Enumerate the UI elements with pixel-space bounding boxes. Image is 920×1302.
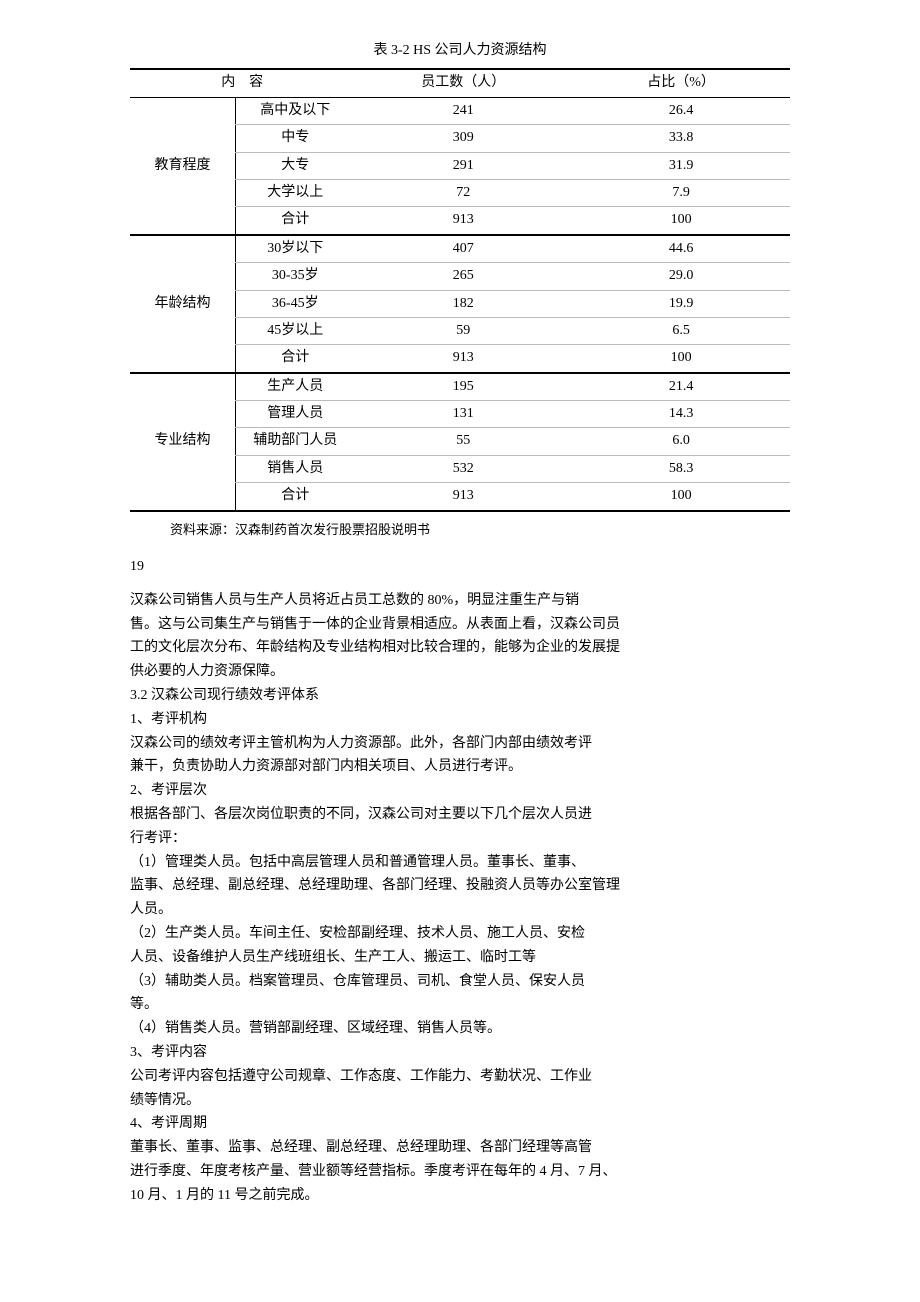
body-line: 根据各部门、各层次岗位职责的不同，汉森公司对主要以下几个层次人员进 xyxy=(130,803,790,827)
body-line: 10 月、1 月的 11 号之前完成。 xyxy=(130,1184,790,1208)
pct-cell: 44.6 xyxy=(572,235,790,263)
count-cell: 265 xyxy=(354,263,572,290)
pct-cell: 58.3 xyxy=(572,455,790,482)
body-line: （3）辅助类人员。档案管理员、仓库管理员、司机、食堂人员、保安人员 xyxy=(130,970,790,994)
header-count: 员工数（人） xyxy=(354,69,572,97)
body-line: 汉森公司销售人员与生产人员将近占员工总数的 80%，明显注重生产与销 xyxy=(130,589,790,613)
body-line: 2、考评层次 xyxy=(130,779,790,803)
pct-cell: 29.0 xyxy=(572,263,790,290)
subcategory: 大专 xyxy=(236,152,355,179)
subcategory: 30岁以下 xyxy=(236,235,355,263)
body-text-block: 汉森公司销售人员与生产人员将近占员工总数的 80%，明显注重生产与销售。这与公司… xyxy=(130,589,790,1208)
subcategory: 30-35岁 xyxy=(236,263,355,290)
header-pct: 占比（%） xyxy=(572,69,790,97)
subcategory: 合计 xyxy=(236,345,355,373)
group-label: 专业结构 xyxy=(130,373,236,511)
table-source: 资料来源：汉森制药首次发行股票招股说明书 xyxy=(170,520,790,541)
body-line: 售。这与公司集生产与销售于一体的企业背景相适应。从表面上看，汉森公司员 xyxy=(130,613,790,637)
body-line: 供必要的人力资源保障。 xyxy=(130,660,790,684)
body-line: 4、考评周期 xyxy=(130,1112,790,1136)
count-cell: 182 xyxy=(354,290,572,317)
count-cell: 131 xyxy=(354,401,572,428)
count-cell: 55 xyxy=(354,428,572,455)
table-row: 教育程度高中及以下24126.4 xyxy=(130,97,790,124)
subcategory: 生产人员 xyxy=(236,373,355,401)
pct-cell: 26.4 xyxy=(572,97,790,124)
page-number: 19 xyxy=(130,556,790,578)
pct-cell: 100 xyxy=(572,345,790,373)
hr-structure-table: 内 容 员工数（人） 占比（%） 教育程度高中及以下24126.4中专30933… xyxy=(130,68,790,511)
body-line: （4）销售类人员。营销部副经理、区域经理、销售人员等。 xyxy=(130,1017,790,1041)
body-line: 行考评： xyxy=(130,827,790,851)
subcategory: 合计 xyxy=(236,207,355,235)
count-cell: 532 xyxy=(354,455,572,482)
body-line: 董事长、董事、监事、总经理、副总经理、总经理助理、各部门经理等高管 xyxy=(130,1136,790,1160)
subcategory: 高中及以下 xyxy=(236,97,355,124)
body-line: 1、考评机构 xyxy=(130,708,790,732)
count-cell: 72 xyxy=(354,179,572,206)
pct-cell: 21.4 xyxy=(572,373,790,401)
pct-cell: 6.5 xyxy=(572,317,790,344)
body-line: 3、考评内容 xyxy=(130,1041,790,1065)
count-cell: 913 xyxy=(354,207,572,235)
pct-cell: 6.0 xyxy=(572,428,790,455)
pct-cell: 31.9 xyxy=(572,152,790,179)
subcategory: 36-45岁 xyxy=(236,290,355,317)
subcategory: 大学以上 xyxy=(236,179,355,206)
pct-cell: 100 xyxy=(572,207,790,235)
body-line: 3.2 汉森公司现行绩效考评体系 xyxy=(130,684,790,708)
count-cell: 913 xyxy=(354,345,572,373)
subcategory: 中专 xyxy=(236,125,355,152)
body-line: 人员。 xyxy=(130,898,790,922)
header-content: 内 容 xyxy=(130,69,354,97)
group-label: 教育程度 xyxy=(130,97,236,234)
count-cell: 195 xyxy=(354,373,572,401)
count-cell: 241 xyxy=(354,97,572,124)
table-row: 年龄结构30岁以下40744.6 xyxy=(130,235,790,263)
subcategory: 辅助部门人员 xyxy=(236,428,355,455)
count-cell: 913 xyxy=(354,483,572,511)
pct-cell: 19.9 xyxy=(572,290,790,317)
body-line: 兼干，负责协助人力资源部对部门内相关项目、人员进行考评。 xyxy=(130,755,790,779)
body-line: （1）管理类人员。包括中高层管理人员和普通管理人员。董事长、董事、 xyxy=(130,851,790,875)
count-cell: 291 xyxy=(354,152,572,179)
body-line: 工的文化层次分布、年龄结构及专业结构相对比较合理的，能够为企业的发展提 xyxy=(130,636,790,660)
body-line: 绩等情况。 xyxy=(130,1089,790,1113)
subcategory: 销售人员 xyxy=(236,455,355,482)
count-cell: 407 xyxy=(354,235,572,263)
body-line: （2）生产类人员。车间主任、安检部副经理、技术人员、施工人员、安检 xyxy=(130,922,790,946)
body-line: 人员、设备维护人员生产线班组长、生产工人、搬运工、临时工等 xyxy=(130,946,790,970)
pct-cell: 14.3 xyxy=(572,401,790,428)
body-line: 进行季度、年度考核产量、营业额等经营指标。季度考评在每年的 4 月、7 月、 xyxy=(130,1160,790,1184)
pct-cell: 100 xyxy=(572,483,790,511)
pct-cell: 33.8 xyxy=(572,125,790,152)
count-cell: 59 xyxy=(354,317,572,344)
body-line: 公司考评内容包括遵守公司规章、工作态度、工作能力、考勤状况、工作业 xyxy=(130,1065,790,1089)
pct-cell: 7.9 xyxy=(572,179,790,206)
count-cell: 309 xyxy=(354,125,572,152)
table-row: 专业结构生产人员19521.4 xyxy=(130,373,790,401)
subcategory: 45岁以上 xyxy=(236,317,355,344)
subcategory: 合计 xyxy=(236,483,355,511)
body-line: 监事、总经理、副总经理、总经理助理、各部门经理、投融资人员等办公室管理 xyxy=(130,874,790,898)
body-line: 等。 xyxy=(130,993,790,1017)
subcategory: 管理人员 xyxy=(236,401,355,428)
table-caption: 表 3-2 HS 公司人力资源结构 xyxy=(130,40,790,62)
body-line: 汉森公司的绩效考评主管机构为人力资源部。此外，各部门内部由绩效考评 xyxy=(130,732,790,756)
group-label: 年龄结构 xyxy=(130,235,236,373)
